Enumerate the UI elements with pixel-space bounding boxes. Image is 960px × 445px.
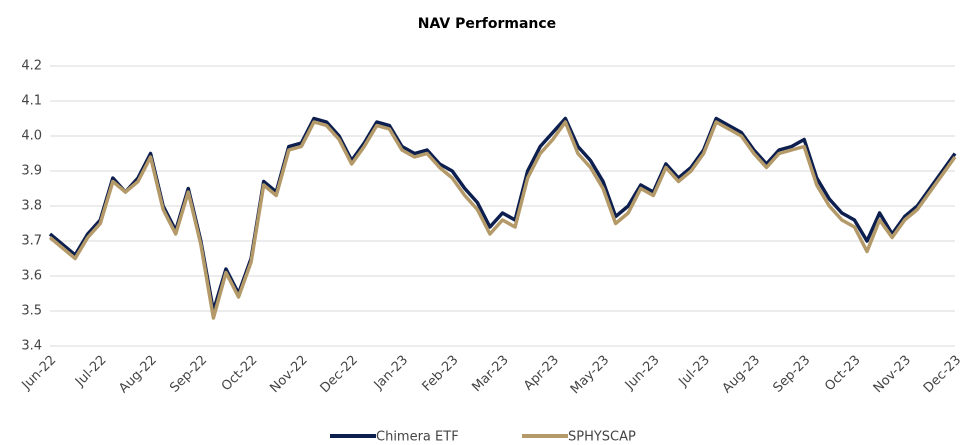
y-tick-label: 3.5 <box>21 304 42 319</box>
y-tick-label: 3.6 <box>21 269 42 284</box>
x-tick-label: Jun-22 <box>19 353 60 394</box>
x-tick-label: Feb-23 <box>420 353 462 395</box>
x-tick-label: Jun-23 <box>622 353 663 394</box>
x-tick-label: Nov-23 <box>871 353 914 396</box>
x-tick-label: Nov-22 <box>267 353 310 396</box>
y-tick-label: 4.2 <box>21 59 42 74</box>
y-tick-label: 3.4 <box>21 339 42 354</box>
x-tick-label: Mar-23 <box>469 353 511 395</box>
y-tick-label: 3.9 <box>21 164 42 179</box>
x-tick-label: Sep-23 <box>771 353 814 396</box>
legend-label: SPHYSCAP <box>568 430 636 445</box>
x-tick-label: Dec-23 <box>921 353 960 396</box>
y-tick-label: 3.8 <box>21 199 42 214</box>
x-tick-label: Aug-23 <box>720 353 764 397</box>
x-tick-label: Jan-23 <box>371 353 412 394</box>
legend-label: Chimera ETF <box>376 430 459 445</box>
x-tick-label: Apr-23 <box>521 353 562 394</box>
line-series <box>48 120 957 320</box>
y-tick-label: 4.1 <box>21 94 42 109</box>
x-tick-label: May-23 <box>568 353 612 397</box>
chart-title: NAV Performance <box>418 16 556 32</box>
x-tick-label: Aug-22 <box>116 353 160 397</box>
x-tick-label: Oct-23 <box>822 353 864 395</box>
line-series <box>48 116 957 313</box>
x-tick-label: Jul-23 <box>675 353 712 390</box>
y-tick-label: 4.0 <box>21 129 42 144</box>
y-tick-label: 3.7 <box>21 234 42 249</box>
x-tick-label: Dec-22 <box>318 353 361 396</box>
x-tick-label: Oct-22 <box>219 353 261 395</box>
x-tick-label: Jul-22 <box>72 353 109 390</box>
x-tick-label: Sep-22 <box>167 353 210 396</box>
